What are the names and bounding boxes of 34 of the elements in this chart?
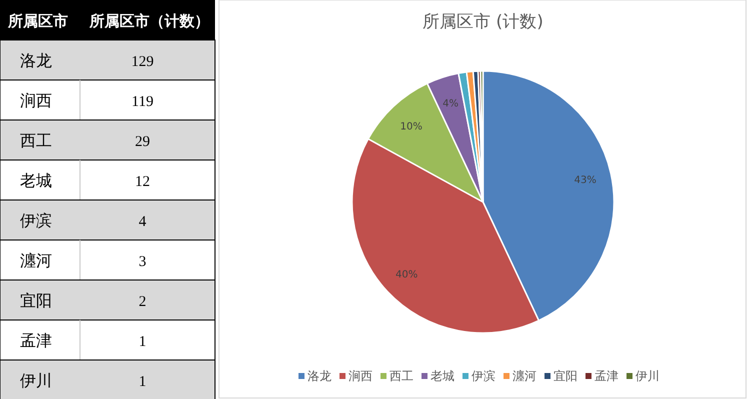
legend-label: 瀍河 [512, 369, 536, 383]
data-label: 12 [135, 174, 150, 190]
legend-label: 涧西 [348, 369, 372, 383]
category-label: 宜阳 [20, 291, 52, 310]
legend-label: 伊滨 [472, 369, 496, 383]
data-label: 43% [574, 175, 596, 186]
data-label: 1 [138, 334, 146, 350]
text: 所属区市（计数） [88, 12, 210, 30]
category-label: 涧西 [20, 91, 52, 110]
data-label: 3 [138, 254, 146, 270]
legend-label: 宜阳 [554, 369, 578, 383]
text: 所属区市 [7, 12, 68, 30]
category-label: 孟津 [20, 331, 52, 350]
data-label: 4% [442, 98, 459, 110]
category-label: 伊滨 [20, 211, 52, 230]
legend-label: 西工 [390, 369, 414, 383]
data-label: 1 [138, 374, 146, 390]
category-label: 瀍河 [20, 251, 52, 270]
data-label: 29 [135, 134, 150, 150]
category-label: 老城 [20, 171, 52, 190]
legend-label: 伊川 [636, 369, 660, 383]
category-label: 洛龙 [20, 51, 52, 70]
category-label: 伊川 [20, 371, 52, 390]
legend-label: 洛龙 [308, 369, 332, 383]
data-label: 2 [138, 294, 146, 310]
data-label: 4 [138, 214, 147, 230]
data-label: 10% [400, 122, 422, 133]
legend-label: 孟津 [594, 369, 618, 383]
data-label: 119 [132, 94, 154, 110]
category-label: 西工 [20, 131, 52, 150]
data-label: 129 [131, 54, 154, 70]
legend-label: 老城 [430, 369, 454, 383]
chart-title: 所属区市 (计数) [422, 12, 544, 32]
data-label: 40% [395, 270, 418, 281]
